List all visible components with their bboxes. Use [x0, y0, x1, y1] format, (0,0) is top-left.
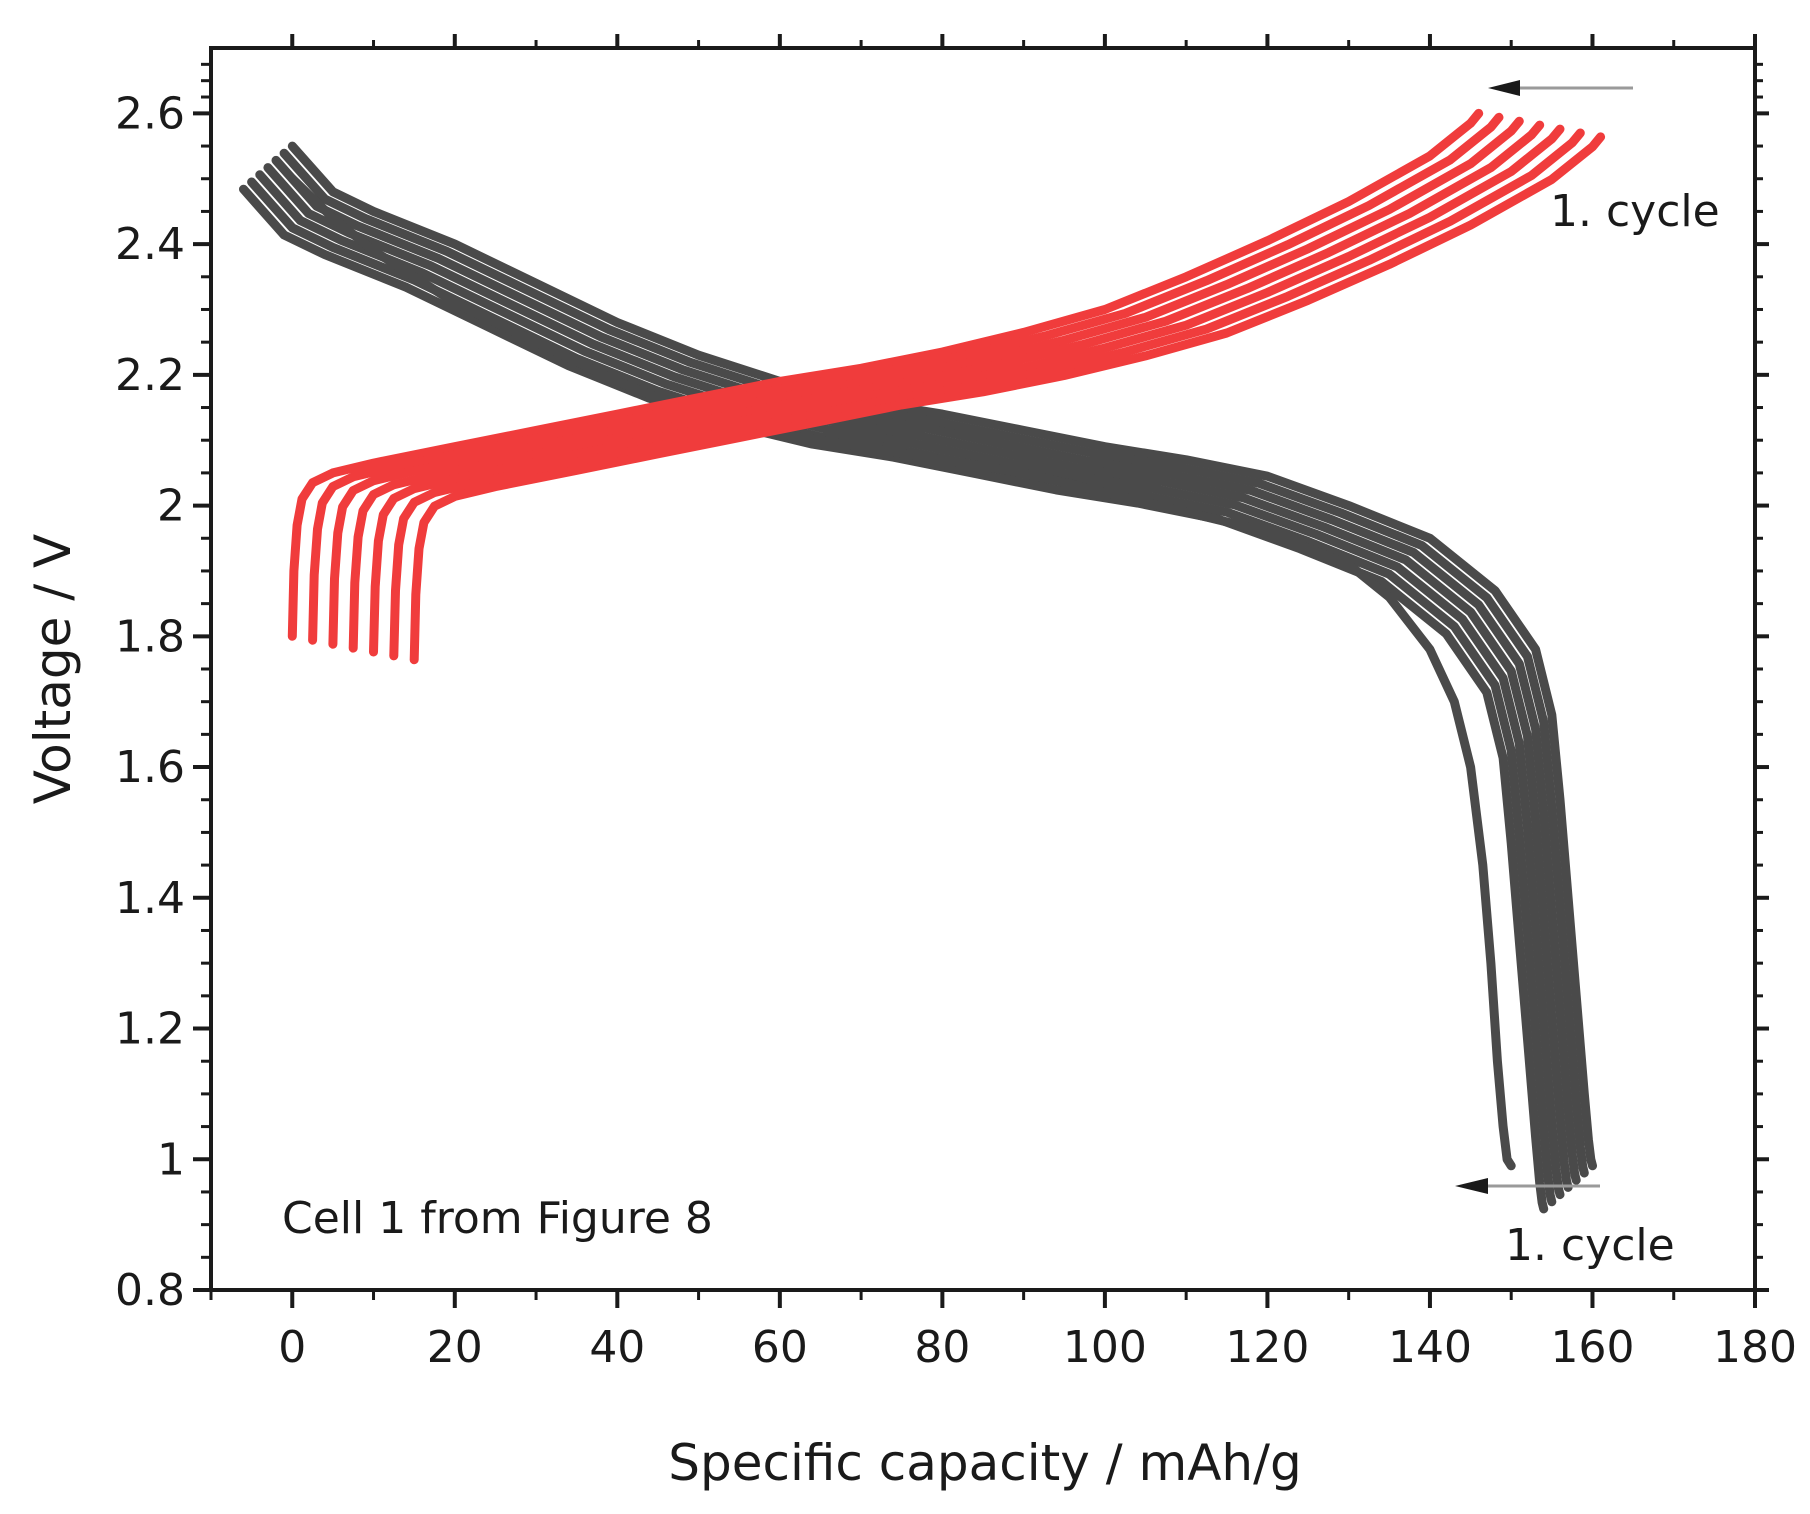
x-tick-label-180: 180: [1713, 1322, 1797, 1373]
x-tick-label-140: 140: [1388, 1322, 1472, 1373]
x-tick-label-60: 60: [752, 1322, 808, 1373]
charge-arrow: [1488, 80, 1633, 96]
x-tick-label-100: 100: [1063, 1322, 1147, 1373]
series-2-line-5: [389, 128, 1585, 661]
charge-arrow-label: 1. cycle: [1550, 186, 1720, 237]
series-0-line-2: [271, 155, 1581, 1185]
series-1-line-0: [287, 174, 1516, 1171]
series-0-line-4: [255, 170, 1565, 1200]
y-tick-label-1.8: 1.8: [115, 611, 185, 662]
x-tick-label-120: 120: [1225, 1322, 1309, 1373]
x-axis-label: Specific capacity / mAh/g: [668, 1434, 1301, 1492]
series-2-line-6: [409, 132, 1606, 665]
y-tick-label-2.4: 2.4: [115, 219, 185, 270]
series-2-line-0: [287, 108, 1484, 641]
annotation-label: Cell 1 from Figure 8: [282, 1193, 713, 1244]
charge-arrow-head: [1488, 80, 1520, 96]
y-tick-label-1: 1: [157, 1134, 185, 1185]
series-0-line-6: [239, 184, 1549, 1214]
x-tick-label-80: 80: [914, 1322, 970, 1373]
y-axis-label: Voltage / V: [24, 534, 82, 804]
discharge-arrow-head: [1455, 1178, 1488, 1194]
y-tick-label-1.4: 1.4: [115, 873, 185, 924]
discharge-arrow: [1455, 1178, 1600, 1194]
series-2-line-4: [369, 124, 1565, 657]
y-tick-label-1.6: 1.6: [115, 742, 185, 793]
y-tick-label-0.8: 0.8: [115, 1265, 185, 1316]
series-0-line-0: [287, 141, 1597, 1171]
series-2-line-3: [348, 120, 1545, 653]
y-tick-label-2: 2: [157, 481, 185, 532]
series-0-line-3: [263, 163, 1573, 1192]
series-0-line-5: [247, 177, 1557, 1207]
x-tick-label-40: 40: [589, 1322, 645, 1373]
x-tick-label-20: 20: [427, 1322, 483, 1373]
series-layer: [239, 108, 1606, 1214]
series-2-line-2: [328, 116, 1524, 649]
y-tick-label-1.2: 1.2: [115, 1004, 185, 1055]
series-0-line-1: [279, 148, 1589, 1178]
y-tick-label-2.6: 2.6: [115, 88, 185, 139]
series-2-line-1: [308, 112, 1504, 645]
tick-layer: 0 20 40 60 80 100 120 140 160 180 0.8 1 1.2 1.4 1.6 1.8…: [115, 34, 1797, 1373]
discharge-arrow-label: 1. cycle: [1505, 1220, 1675, 1271]
y-tick-label-2.2: 2.2: [115, 350, 185, 401]
x-tick-label-160: 160: [1550, 1322, 1634, 1373]
x-tick-label-0: 0: [278, 1322, 306, 1373]
